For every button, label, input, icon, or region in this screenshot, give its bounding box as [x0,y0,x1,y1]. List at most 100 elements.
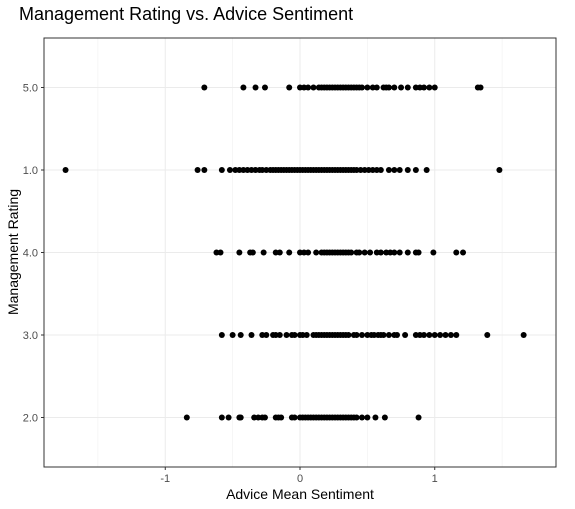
data-point [305,84,312,91]
data-point [484,332,491,338]
data-point [286,84,293,91]
y-tick-label: 2.0 [23,413,38,425]
data-point [291,332,298,338]
data-point [404,167,411,173]
data-point [249,249,256,256]
data-point [358,84,365,91]
data-point [278,414,285,421]
data-point [303,332,310,338]
data-point [286,249,293,256]
data-point [412,167,419,173]
data-point [218,414,225,421]
data-point [248,332,255,338]
data-point [276,332,283,338]
data-point [291,414,298,421]
data-point [380,332,387,338]
data-point [398,84,405,91]
chart-title: Management Rating vs. Advice Sentiment [19,4,354,24]
data-point [263,332,270,338]
data-point [358,414,365,421]
data-point [415,249,422,256]
data-point [520,332,527,338]
data-point [447,332,454,338]
data-point [453,249,460,256]
data-point [313,249,320,256]
data-point [426,332,433,338]
data-point [442,332,449,338]
data-point [201,167,208,173]
data-point [218,332,225,338]
data-point [364,414,371,421]
data-point [225,414,232,421]
data-point [477,84,484,91]
y-tick-label: 4.0 [23,248,38,260]
data-point [356,249,363,256]
data-point [377,167,384,173]
data-point [348,249,355,256]
data-point [364,84,371,91]
data-point [358,332,365,338]
data-point [237,332,244,338]
x-tick-label: 0 [297,473,303,485]
axes: -1 0 1 2.0 3.0 4.0 1.0 5.0 [23,83,438,486]
data-point [423,167,430,173]
data-point [391,249,398,256]
data-point [261,414,268,421]
data-point [194,167,201,173]
x-axis-title: Advice Mean Sentiment [226,486,374,502]
data-point [385,167,392,173]
data-point [345,332,352,338]
data-point [385,332,392,338]
data-point [240,84,247,91]
y-tick-label: 5.0 [23,83,38,95]
data-point [353,414,360,421]
data-point [394,332,401,338]
x-tick-label: -1 [160,473,170,485]
data-point [420,332,427,338]
data-point [381,414,388,421]
data-point [402,332,409,338]
data-point [377,249,384,256]
data-point [431,332,438,338]
data-point [305,249,312,256]
data-point [260,249,267,256]
x-tick-label: 1 [432,473,438,485]
data-point [415,414,422,421]
data-point [283,332,290,338]
data-point [252,84,259,91]
y-tick-label: 3.0 [23,330,38,342]
data-point [453,332,460,338]
data-point [391,167,398,173]
y-axis-title: Management Rating [5,189,21,315]
y-tick-label: 1.0 [23,165,38,177]
data-point [261,84,268,91]
data-point [420,84,427,91]
data-point [373,84,380,91]
data-point [396,249,403,256]
data-point [237,414,244,421]
data-point [183,414,190,421]
points [62,84,527,421]
data-point [310,84,317,91]
data-point [404,249,411,256]
data-point [353,332,360,338]
data-point [236,249,243,256]
data-point [437,332,444,338]
data-point [396,167,403,173]
data-point [62,167,69,173]
data-point [229,332,236,338]
data-point [430,249,437,256]
data-point [404,84,411,91]
data-point [372,414,379,421]
data-point [385,84,392,91]
data-point [460,249,467,256]
data-point [367,249,374,256]
data-point [496,167,503,173]
data-point [391,84,398,91]
data-point [431,84,438,91]
data-point [426,84,433,91]
data-point [361,249,368,256]
data-point [218,167,225,173]
